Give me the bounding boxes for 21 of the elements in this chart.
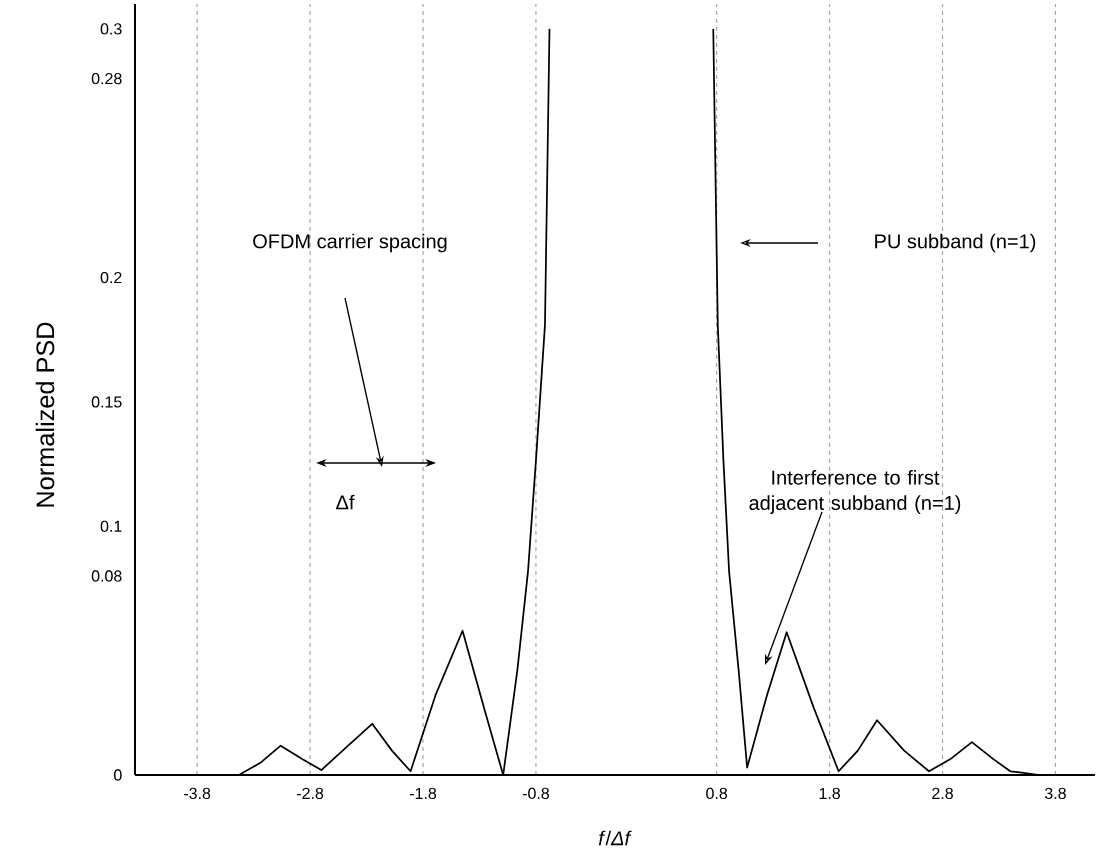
x-tick-label: 1.8 (819, 787, 841, 800)
y-tick-label: 0.3 (100, 23, 122, 35)
x-tick-label: 2.8 (932, 787, 953, 800)
y-tick-label: 0.1 (100, 520, 122, 532)
x-tick-label: -0.8 (522, 787, 550, 800)
annotation: PU subband (n=1) (875, 233, 1036, 253)
y-tick-label: 0.08 (91, 570, 122, 582)
y-tick-label: 0.28 (91, 72, 122, 85)
y-tick-label: 0.2 (100, 271, 122, 284)
x-tick-label: 0.8 (706, 787, 728, 800)
y-axis-title: Normalized PSD (35, 322, 55, 507)
annotation: Δf (336, 494, 355, 510)
y-tick-label: 0.15 (91, 396, 122, 408)
x-tick-label: -1.8 (409, 787, 437, 800)
annotation: OFDM carrier spacing (253, 233, 447, 253)
x-axis-title: f/Δf (598, 830, 632, 846)
annotation: Interference to first adjacent subband (n=1) (749, 470, 961, 514)
x-tick-label: -2.8 (296, 787, 324, 800)
y-tick-label: 0 (114, 769, 122, 781)
x-tick-label: -3.8 (184, 787, 211, 800)
x-tick-label: 3.8 (1044, 787, 1066, 800)
